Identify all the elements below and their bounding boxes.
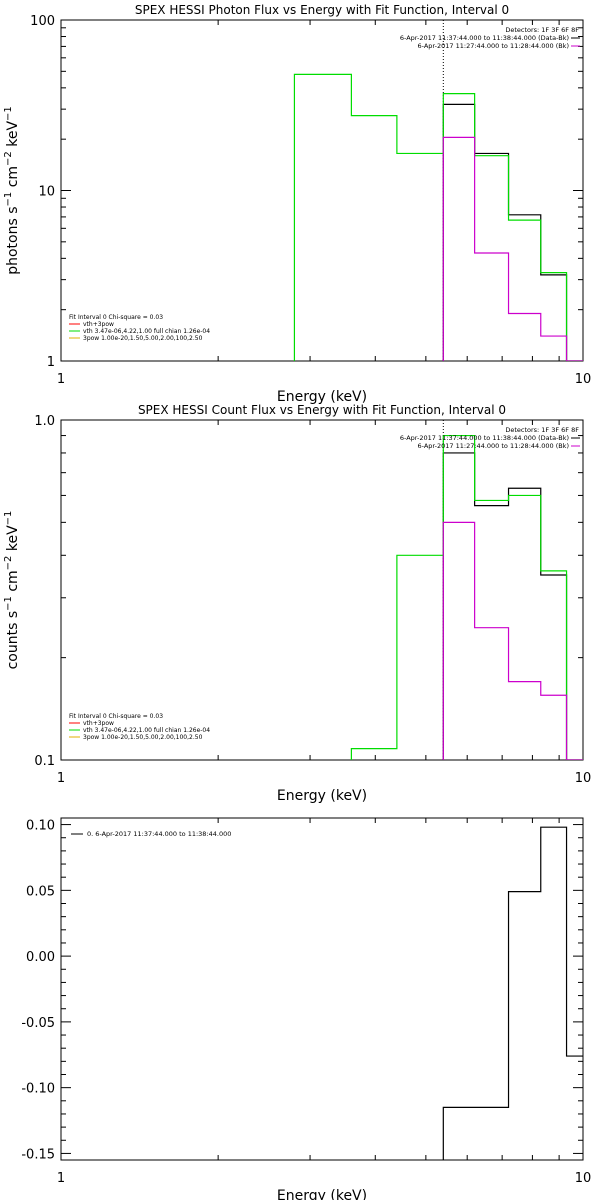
legend-entry: 3pow 1.00e-20,1.50,5.00,2.00,100,2.50 bbox=[83, 335, 203, 342]
x-axis-label: Energy (keV) bbox=[277, 389, 367, 405]
y-axis-label-part: keV bbox=[5, 525, 21, 556]
y-axis-label-part: cm bbox=[5, 570, 21, 596]
y-axis-label-part: −2 bbox=[3, 151, 14, 166]
data-series-2 bbox=[293, 73, 583, 361]
data-series-1 bbox=[442, 103, 583, 361]
y-tick-label: -0.05 bbox=[21, 1016, 55, 1031]
y-tick-label: 0.1 bbox=[34, 754, 55, 769]
y-axis-label-part: −1 bbox=[3, 106, 14, 121]
data-series-1 bbox=[442, 826, 583, 1160]
data-area bbox=[350, 434, 583, 760]
chart-title: SPEX HESSI Photon Flux vs Energy with Fi… bbox=[135, 3, 509, 17]
legend-entry: 6-Apr-2017 11:27:44.000 to 11:28:44.000 … bbox=[418, 442, 569, 450]
legend-entry: vth+3pow bbox=[83, 321, 114, 328]
y-tick-label: -0.10 bbox=[21, 1082, 55, 1097]
x-tick-label: 1 bbox=[57, 1171, 65, 1186]
x-tick-label: 1 bbox=[57, 372, 65, 387]
chart-panel-1: SPEX HESSI Photon Flux vs Energy with Fi… bbox=[3, 3, 591, 405]
y-tick-label: -0.15 bbox=[21, 1147, 55, 1162]
y-axis-label-part: cm bbox=[5, 166, 21, 192]
chart-title: SPEX HESSI Count Flux vs Energy with Fit… bbox=[138, 403, 506, 417]
y-tick-label: 100 bbox=[30, 14, 55, 29]
legend-entry: 6-Apr-2017 11:37:44.000 to 11:38:44.000 … bbox=[400, 34, 569, 42]
legend-entry: vth 3.47e-06,4.22,1.00 full chian 1.26e-… bbox=[83, 328, 210, 335]
x-tick-label: 10 bbox=[575, 771, 592, 786]
data-series-1 bbox=[442, 452, 583, 760]
legend-entry: Detectors: 1F 3F 6F 8F bbox=[505, 426, 579, 434]
y-axis-label: counts s−1 cm−2 keV−1 bbox=[3, 511, 21, 670]
y-axis-label-part: −2 bbox=[3, 556, 14, 571]
chart-panel-3: 1 10 0.10 0.05 0.00 -0.05 -0.10 -0.15 Energy (ke… bbox=[21, 817, 592, 1200]
y-tick-label: 0.00 bbox=[26, 950, 55, 965]
legend-entry: Detectors: 1F 3F 6F 8F bbox=[505, 26, 579, 34]
data-series-2 bbox=[350, 434, 583, 760]
legend-entry: vth+3pow bbox=[83, 720, 114, 727]
y-tick-label: 1.0 bbox=[34, 414, 55, 429]
data-area bbox=[293, 73, 583, 361]
legend-entry: 0. 6-Apr-2017 11:37:44.000 to 11:38:44.0… bbox=[87, 830, 231, 838]
y-axis-label-part: −1 bbox=[3, 511, 14, 526]
x-tick-label: 10 bbox=[575, 372, 592, 387]
y-tick-label: 10 bbox=[38, 185, 55, 200]
legend-entry: 3pow 1.00e-20,1.50,5.00,2.00,100,2.50 bbox=[83, 734, 203, 741]
y-axis-label-part: photons s bbox=[5, 207, 21, 275]
data-area bbox=[442, 826, 583, 1160]
x-tick-label: 10 bbox=[575, 1171, 592, 1186]
y-tick-label: 1 bbox=[47, 355, 55, 370]
legend-entry: Fit Interval 0 Chi-square = 0.03 bbox=[69, 713, 163, 720]
axes-frame bbox=[60, 19, 584, 362]
x-tick-label: 1 bbox=[57, 771, 65, 786]
x-axis-label: Energy (keV) bbox=[277, 1188, 367, 1200]
axes-frame bbox=[60, 817, 584, 1161]
legend-entry: 6-Apr-2017 11:27:44.000 to 11:28:44.000 … bbox=[418, 42, 569, 50]
data-series-3 bbox=[442, 136, 583, 361]
legend-entry: 6-Apr-2017 11:37:44.000 to 11:38:44.000 … bbox=[400, 434, 569, 442]
legend-entry: vth 3.47e-06,4.22,1.00 full chian 1.26e-… bbox=[83, 727, 210, 734]
y-tick-label: 0.10 bbox=[26, 819, 55, 834]
y-tick-label: 0.05 bbox=[26, 884, 55, 899]
x-axis-label: Energy (keV) bbox=[277, 788, 367, 804]
y-axis-label-part: −1 bbox=[3, 192, 14, 207]
axes-frame bbox=[60, 419, 584, 761]
chart-panel-2: SPEX HESSI Count Flux vs Energy with Fit… bbox=[3, 403, 591, 804]
legend-entry: Fit Interval 0 Chi-square = 0.03 bbox=[69, 314, 163, 321]
y-axis-label-part: −1 bbox=[3, 596, 14, 611]
y-axis-label: photons s−1 cm−2 keV−1 bbox=[3, 106, 21, 275]
data-series-3 bbox=[442, 521, 583, 760]
y-axis-label-part: counts s bbox=[5, 611, 21, 670]
y-axis-label-part: keV bbox=[5, 121, 21, 152]
